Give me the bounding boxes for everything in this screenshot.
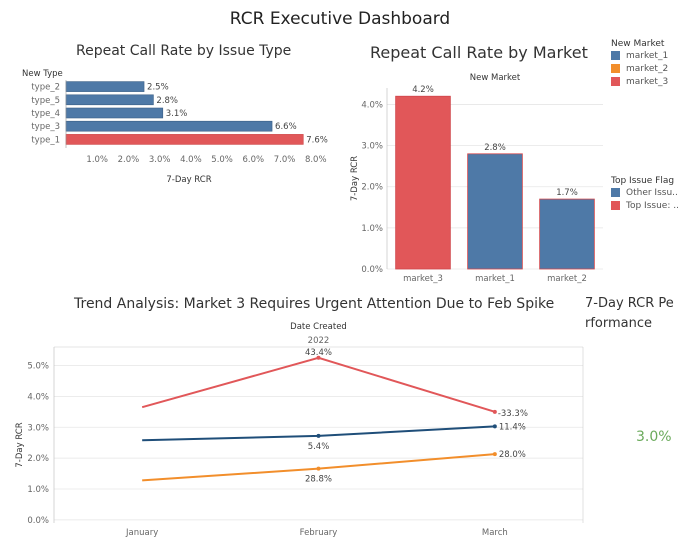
category-label: market_1 [475,274,515,284]
y-tick-label: 5.0% [27,362,49,372]
bar [395,95,451,270]
bar [65,81,145,92]
x-tick-label: January [125,528,158,538]
bar-value-label: 6.6% [275,122,297,132]
bar [467,153,523,270]
y-tick-label: 0.0% [361,265,383,275]
series-point [316,355,321,360]
market-chart-title: Repeat Call Rate by Market [370,43,588,62]
y-tick-label: 2.0% [361,183,383,193]
category-label: type_1 [31,135,60,145]
issue-flag-legend-item[interactable]: Top Issue: .. [611,199,679,212]
y-axis-label: 7-Day RCR [15,422,25,467]
bar-value-label: 3.1% [166,109,188,119]
y-tick-label: 0.0% [27,516,49,526]
bar [539,198,595,270]
x-tick-label: 7.0% [274,155,296,165]
market-legend-item[interactable]: market_3 [611,75,668,88]
header: Date Created [290,322,347,332]
x-tick-label: 1.0% [86,155,108,165]
market-legend-label: market_2 [626,63,669,74]
y-tick-label: 4.0% [361,100,383,110]
issue-flag-legend-item[interactable]: Other Issu.. [611,186,679,199]
kpi-title: 7-Day RCR Performance [585,296,674,331]
market-legend-label: market_1 [626,50,669,61]
issue-flag-legend-label: Top Issue: .. [626,200,679,211]
category-label: market_3 [403,274,443,284]
category-label: type_5 [31,96,60,106]
point-label: 11.4% [499,422,526,432]
market-legend-swatch [611,51,620,60]
bar [65,94,154,106]
series-point [316,433,321,438]
bar-value-label: 1.7% [556,188,578,198]
issue-flag-legend: Top Issue Flag Other Issu.. Top Issue: .. [611,176,679,212]
trend-line-chart: Date Created 2022 0.0% 1.0% 2.0% 3.0% 4.0% 5.0%… [15,322,584,538]
series-point [492,409,497,414]
issue-flag-legend-swatch [611,188,620,197]
y-tick-label: 3.0% [361,142,383,152]
point-label: 5.4% [308,442,330,452]
category-label: market_2 [547,274,587,284]
market-legend: New Market market_1 market_2 market_3 [611,39,668,88]
y-tick-label: 4.0% [27,392,49,402]
x-tick-label: 3.0% [149,155,171,165]
trend-chart-title: Trend Analysis: Market 3 Requires Urgent… [74,296,555,312]
x-tick-label: 8.0% [305,155,327,165]
bar [65,120,273,132]
point-label: 28.8% [305,475,332,485]
series-point [492,424,497,429]
category-label: type_4 [31,109,60,119]
x-tick-label: 2.0% [118,155,140,165]
category-label: type_2 [31,83,60,93]
issue-flag-legend-swatch [611,201,620,210]
y-tick-label: 1.0% [361,224,383,234]
y-tick-label: 1.0% [27,485,49,495]
issue-type-chart-title: Repeat Call Rate by Issue Type [76,43,292,59]
bar-value-label: 2.5% [147,83,169,93]
market-legend-label: market_3 [626,76,669,87]
subheader: 2022 [308,336,330,346]
market-legend-title: New Market [611,39,665,49]
category-header: New Type [22,69,63,79]
bar-value-label: 2.8% [484,143,506,153]
market-legend-item[interactable]: market_1 [611,49,668,62]
category-label: type_3 [31,122,60,132]
category-header: New Market [470,73,521,83]
x-tick-label: 5.0% [211,155,233,165]
x-tick-label: 6.0% [243,155,265,165]
market-bar-chart: New Market 0.0% 1.0% 2.0% 3.0% 4.0% 4.2% market… [350,73,603,284]
series-point [316,466,321,471]
x-tick-label: February [300,528,338,538]
x-tick-label: March [482,528,508,538]
y-axis-label: 7-Day RCR [350,156,360,201]
dashboard-title: RCR Executive Dashboard [229,9,451,29]
market-legend-swatch [611,64,620,73]
issue-flag-legend-title: Top Issue Flag [611,176,675,186]
bar-value-label: 4.2% [412,85,434,95]
x-axis-label: 7-Day RCR [166,175,211,185]
issue-flag-legend-label: Other Issu.. [626,187,678,198]
point-label: 28.0% [499,450,526,460]
series-point [492,452,497,457]
series-line [142,425,495,442]
x-tick-label: 4.0% [180,155,202,165]
point-label: 43.4% [305,348,332,358]
bar [65,107,164,119]
bar [65,134,304,145]
issue-type-bar-chart: New Type type_2 2.5% type_5 2.8% type_4 3.1% ty… [22,69,328,185]
point-label: -33.3% [498,409,528,419]
bar-value-label: 2.8% [156,96,178,106]
market-legend-item[interactable]: market_2 [611,62,668,75]
y-tick-label: 2.0% [27,454,49,464]
kpi-value: 3.0% [636,429,672,445]
y-tick-label: 3.0% [27,423,49,433]
bar-value-label: 7.6% [306,135,328,145]
market-legend-swatch [611,77,620,86]
